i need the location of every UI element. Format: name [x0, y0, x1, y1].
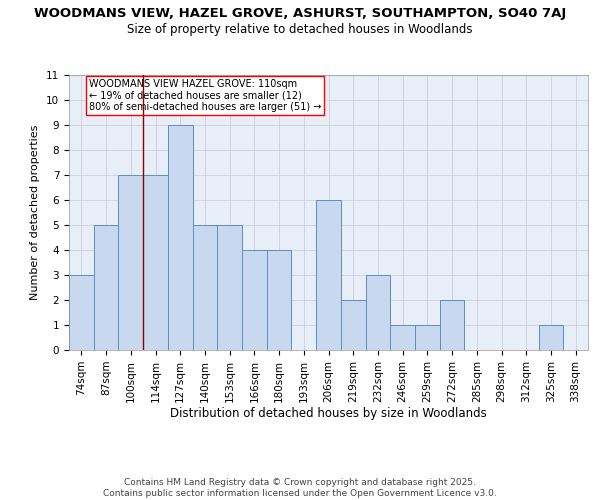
Text: WOODMANS VIEW, HAZEL GROVE, ASHURST, SOUTHAMPTON, SO40 7AJ: WOODMANS VIEW, HAZEL GROVE, ASHURST, SOU… [34, 8, 566, 20]
Bar [69, 275, 94, 350]
Bar [390, 325, 415, 350]
Bar [365, 275, 390, 350]
Bar [415, 325, 440, 350]
Bar [193, 225, 217, 350]
Bar [242, 250, 267, 350]
Bar [168, 125, 193, 350]
Bar [217, 225, 242, 350]
Y-axis label: Number of detached properties: Number of detached properties [31, 125, 40, 300]
Bar [539, 325, 563, 350]
Bar [316, 200, 341, 350]
Text: Size of property relative to detached houses in Woodlands: Size of property relative to detached ho… [127, 22, 473, 36]
Bar [341, 300, 365, 350]
Text: Contains HM Land Registry data © Crown copyright and database right 2025.
Contai: Contains HM Land Registry data © Crown c… [103, 478, 497, 498]
Text: WOODMANS VIEW HAZEL GROVE: 110sqm
← 19% of detached houses are smaller (12)
80% : WOODMANS VIEW HAZEL GROVE: 110sqm ← 19% … [89, 78, 321, 112]
Bar [94, 225, 118, 350]
Bar [440, 300, 464, 350]
Bar [267, 250, 292, 350]
Bar [118, 175, 143, 350]
Bar [143, 175, 168, 350]
X-axis label: Distribution of detached houses by size in Woodlands: Distribution of detached houses by size … [170, 408, 487, 420]
